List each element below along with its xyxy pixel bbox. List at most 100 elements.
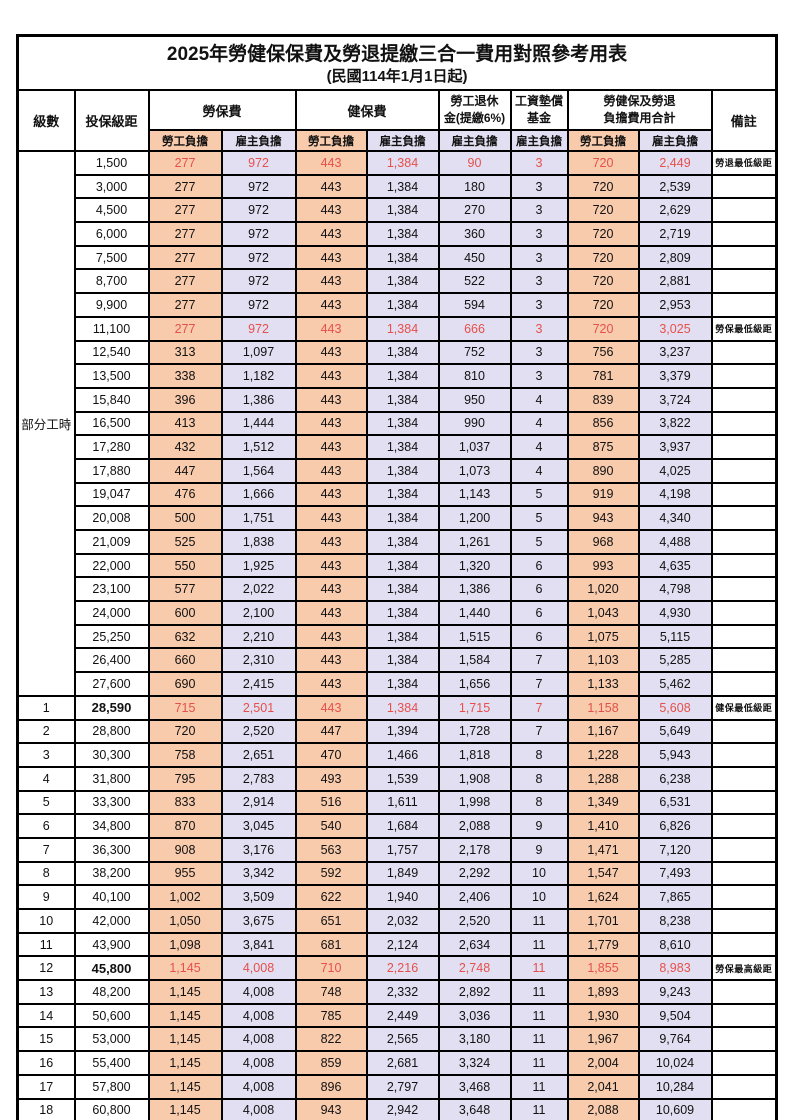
value-cell: 1,158: [566, 694, 640, 721]
table-row: 18 60,800 1,145 4,008 943 2,942 3,648 11 2,088 10…: [16, 1097, 778, 1120]
note-cell: [710, 457, 778, 484]
value-cell: 8: [509, 765, 569, 792]
table-row: 7,500 277 972 443 1,384 450 3 720 2,809: [18, 244, 778, 271]
value-cell: 443: [294, 600, 368, 626]
value-cell: 1,384: [365, 339, 440, 366]
value-cell: 1,143: [437, 481, 512, 508]
table-row: 12,540 313 1,097 443 1,384 752 3 756 3,237: [18, 339, 778, 366]
value-cell: 3,648: [437, 1097, 512, 1120]
value-cell: 1,384: [365, 623, 440, 650]
value-cell: 3,237: [637, 339, 713, 366]
value-cell: 1,410: [566, 813, 640, 839]
value-cell: 1,098: [147, 931, 223, 958]
value-cell: 4,008: [220, 1097, 297, 1120]
bracket-cell: 21,009: [73, 529, 150, 555]
value-cell: 1,384: [365, 221, 440, 247]
value-cell: 2,406: [437, 884, 512, 910]
value-cell: 1,547: [566, 860, 640, 887]
table-head: 2025年勞健保保費及勞退提繳三合一費用對照參考用表 (民國114年1月1日起)…: [16, 34, 778, 152]
level-cell: 14: [16, 1002, 76, 1029]
level-cell: 16: [16, 1050, 76, 1076]
value-cell: 1,930: [566, 1002, 640, 1029]
value-cell: 2,651: [220, 742, 297, 768]
value-cell: 859: [294, 1050, 368, 1076]
value-cell: 3,822: [637, 410, 713, 437]
wage-fund-employer-burden-header: 雇主負擔: [509, 129, 569, 152]
value-cell: 11: [509, 1097, 569, 1120]
value-cell: 2,088: [566, 1097, 640, 1120]
value-cell: 2,914: [220, 789, 297, 816]
value-cell: 1,656: [437, 671, 512, 697]
value-cell: 443: [294, 576, 368, 603]
value-cell: 577: [147, 576, 223, 603]
value-cell: 748: [294, 979, 368, 1005]
value-cell: 3,509: [220, 884, 297, 910]
bracket-cell: 36,300: [73, 836, 150, 863]
value-cell: 476: [147, 481, 223, 508]
value-cell: 7: [509, 694, 569, 721]
value-cell: 1,893: [566, 979, 640, 1005]
value-cell: 720: [566, 173, 640, 200]
pension-label-line2: 金(提繳6%): [443, 111, 506, 125]
value-cell: 4,025: [637, 457, 713, 484]
value-cell: 11: [509, 1002, 569, 1029]
value-cell: 6,826: [637, 813, 713, 839]
value-cell: 10,284: [637, 1073, 713, 1100]
header-burden-row: 勞工負擔 雇主負擔 勞工負擔 雇主負擔 雇主負擔 雇主負擔 勞工負擔 雇主負擔: [18, 129, 777, 152]
value-cell: 972: [220, 173, 297, 200]
bracket-cell: 22,000: [73, 552, 150, 579]
value-cell: 3,937: [637, 434, 713, 460]
labor-employer-burden-header: 雇主負擔: [220, 129, 297, 152]
pension-employer-burden-header: 雇主負擔: [437, 129, 512, 152]
note-cell: [710, 292, 778, 318]
value-cell: 1,145: [147, 1097, 223, 1120]
value-cell: 8: [509, 789, 569, 816]
value-cell: 3: [509, 244, 569, 271]
table-row: 部分工時 1,500 277 972 443 1,384 90 3 720 2,449 勞退最低級距: [16, 150, 778, 697]
value-cell: 2,022: [220, 576, 297, 603]
table-row: 16,500 413 1,444 443 1,384 990 4 856 3,822: [18, 410, 778, 437]
title-row: 2025年勞健保保費及勞退提繳三合一費用對照參考用表 (民國114年1月1日起): [16, 34, 778, 91]
table-row: 3,000 277 972 443 1,384 180 3 720 2,539: [18, 173, 778, 200]
table-row: 2 28,800 720 2,520 447 1,394 1,728 7 1,167 5,649: [16, 718, 778, 745]
table-row: 17 57,800 1,145 4,008 896 2,797 3,468 11 2,041 10…: [16, 1073, 778, 1100]
value-cell: 550: [147, 552, 223, 579]
value-cell: 1,384: [365, 268, 440, 295]
value-cell: 277: [147, 197, 223, 224]
value-cell: 1,384: [365, 481, 440, 508]
value-cell: 3: [509, 315, 569, 342]
total-employer-burden-header: 雇主負擔: [637, 129, 713, 152]
value-cell: 9,764: [637, 1026, 713, 1053]
value-cell: 1,075: [566, 623, 640, 650]
bracket-cell: 55,400: [73, 1050, 150, 1076]
value-cell: 3,176: [220, 836, 297, 863]
bracket-cell: 7,500: [73, 244, 150, 271]
bracket-cell: 8,700: [73, 268, 150, 295]
table-row: 23,100 577 2,022 443 1,384 1,386 6 1,020 4,798: [18, 576, 778, 603]
value-cell: 1,849: [365, 860, 440, 887]
note-cell: [710, 718, 778, 745]
value-cell: 2,178: [437, 836, 512, 863]
value-cell: 470: [294, 742, 368, 768]
value-cell: 4: [509, 457, 569, 484]
pension-label-line1: 勞工退休: [450, 93, 499, 108]
value-cell: 10,609: [637, 1097, 713, 1120]
value-cell: 1,261: [437, 529, 512, 555]
value-cell: 180: [437, 173, 512, 200]
value-cell: 1,779: [566, 931, 640, 958]
value-cell: 447: [294, 718, 368, 745]
value-cell: 313: [147, 339, 223, 366]
value-cell: 795: [147, 765, 223, 792]
value-cell: 1,838: [220, 529, 297, 555]
col-header-bracket: 投保級距: [73, 89, 150, 152]
value-cell: 1,145: [147, 979, 223, 1005]
value-cell: 715: [147, 694, 223, 721]
bracket-cell: 50,600: [73, 1002, 150, 1029]
value-cell: 1,584: [437, 647, 512, 674]
value-cell: 1,394: [365, 718, 440, 745]
col-header-note: 備註: [710, 89, 778, 152]
value-cell: 890: [566, 457, 640, 484]
value-cell: 993: [566, 552, 640, 579]
value-cell: 3: [509, 221, 569, 247]
